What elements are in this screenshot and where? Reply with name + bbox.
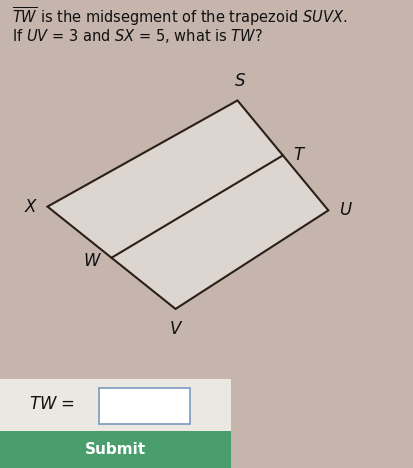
Text: U: U	[339, 201, 351, 219]
Text: W: W	[84, 252, 100, 270]
Text: V: V	[170, 320, 181, 338]
Polygon shape	[47, 101, 328, 309]
Text: X: X	[25, 197, 36, 216]
Text: If $UV$ = 3 and $SX$ = 5, what is $TW$?: If $UV$ = 3 and $SX$ = 5, what is $TW$?	[12, 27, 263, 44]
FancyBboxPatch shape	[99, 388, 190, 424]
Text: S: S	[235, 72, 246, 90]
FancyBboxPatch shape	[0, 431, 231, 468]
Text: $TW$ =: $TW$ =	[29, 395, 75, 413]
Text: $\overline{TW}$ is the midsegment of the trapezoid $SUVX$.: $\overline{TW}$ is the midsegment of the…	[12, 6, 348, 28]
FancyBboxPatch shape	[0, 379, 231, 468]
Text: Submit: Submit	[85, 442, 146, 457]
Text: T: T	[293, 146, 304, 164]
